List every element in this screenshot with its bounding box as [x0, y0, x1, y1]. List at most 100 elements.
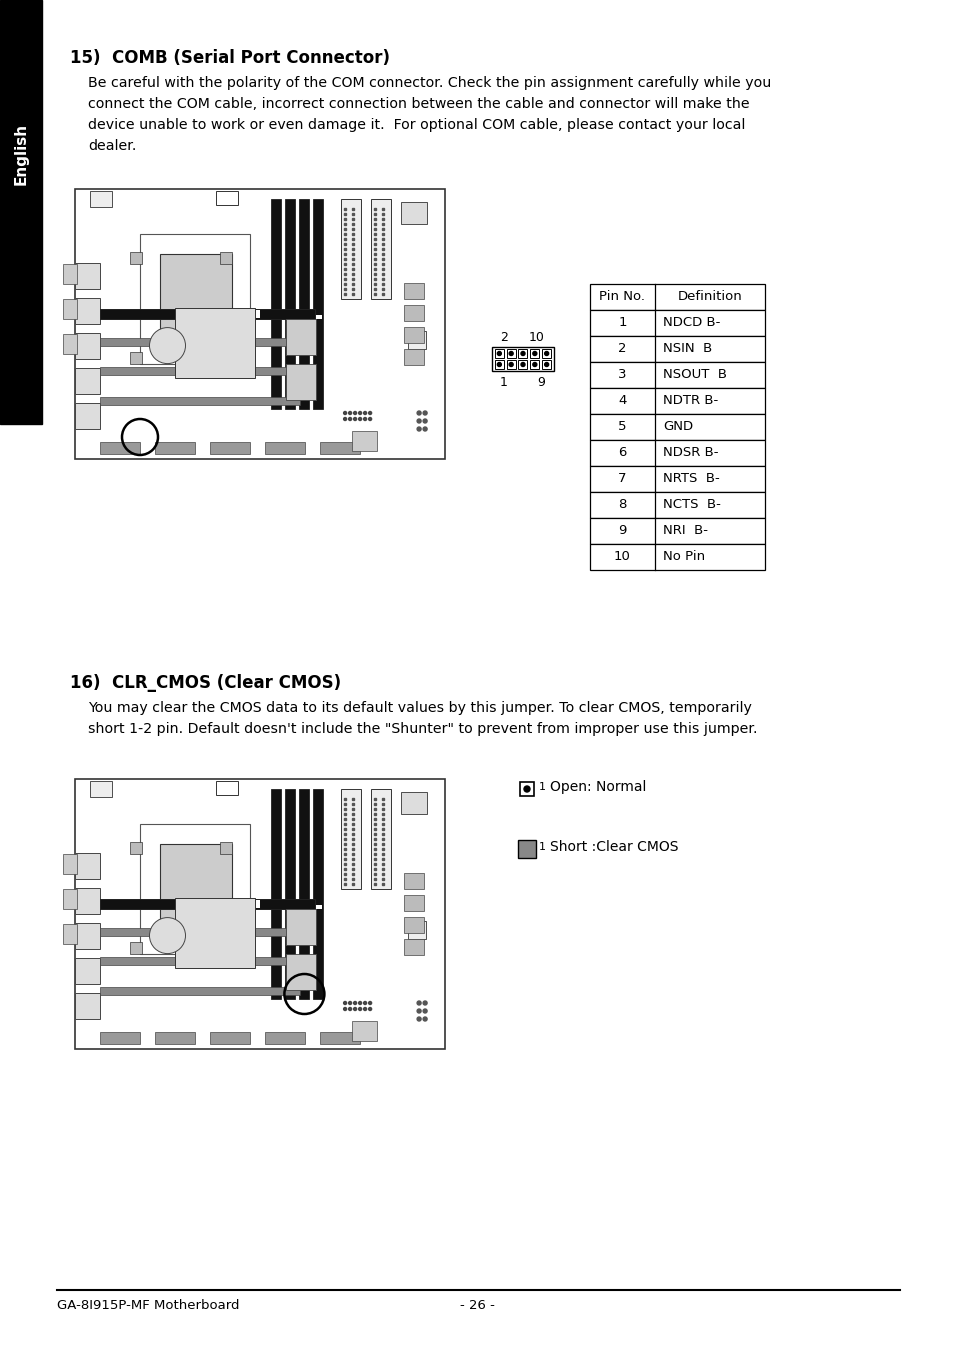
- Circle shape: [348, 1002, 352, 1005]
- Bar: [75, 333, 100, 359]
- Bar: [286, 909, 315, 945]
- Bar: [100, 1032, 140, 1044]
- Circle shape: [363, 412, 366, 414]
- Bar: [154, 441, 194, 454]
- Bar: [271, 199, 281, 409]
- Circle shape: [348, 417, 352, 421]
- Text: NRTS  B-: NRTS B-: [662, 473, 719, 486]
- Text: 5: 5: [618, 421, 626, 433]
- Circle shape: [368, 1007, 372, 1010]
- Circle shape: [358, 1002, 361, 1005]
- Bar: [100, 987, 299, 995]
- Bar: [495, 360, 503, 370]
- Bar: [400, 202, 426, 223]
- Bar: [0, 0, 42, 424]
- Text: GA-8I915P-MF Motherboard: GA-8I915P-MF Motherboard: [57, 1298, 239, 1312]
- Bar: [100, 367, 299, 375]
- Circle shape: [423, 412, 427, 414]
- Circle shape: [520, 352, 524, 356]
- Bar: [220, 842, 232, 854]
- Bar: [299, 789, 309, 999]
- Bar: [404, 895, 424, 910]
- Bar: [506, 349, 516, 357]
- Bar: [589, 492, 764, 519]
- Circle shape: [354, 417, 356, 421]
- Bar: [100, 337, 299, 345]
- Bar: [314, 904, 322, 909]
- Circle shape: [423, 1009, 427, 1013]
- Bar: [352, 1021, 377, 1041]
- Bar: [589, 389, 764, 414]
- Bar: [341, 789, 361, 890]
- Circle shape: [497, 363, 501, 367]
- Circle shape: [533, 363, 537, 367]
- Bar: [517, 839, 536, 858]
- Bar: [341, 199, 361, 299]
- Circle shape: [343, 417, 346, 421]
- Text: Open: Normal: Open: Normal: [550, 780, 646, 793]
- Bar: [75, 992, 100, 1020]
- Bar: [589, 466, 764, 492]
- Circle shape: [343, 412, 346, 414]
- Bar: [100, 397, 299, 405]
- Bar: [210, 1032, 250, 1044]
- Bar: [75, 263, 100, 288]
- Text: NDTR B-: NDTR B-: [662, 394, 718, 408]
- Bar: [319, 1032, 359, 1044]
- Bar: [589, 284, 764, 310]
- Circle shape: [354, 1007, 356, 1010]
- Circle shape: [348, 412, 352, 414]
- Bar: [130, 252, 142, 264]
- Bar: [220, 942, 232, 955]
- Bar: [589, 336, 764, 362]
- Text: 9: 9: [537, 376, 544, 389]
- Circle shape: [423, 1001, 427, 1005]
- Text: 4: 4: [618, 394, 626, 408]
- Bar: [75, 368, 100, 394]
- Bar: [100, 441, 140, 454]
- Bar: [174, 898, 254, 968]
- Circle shape: [416, 412, 420, 414]
- Circle shape: [423, 418, 427, 422]
- Bar: [286, 315, 294, 320]
- Circle shape: [509, 363, 513, 367]
- Text: Be careful with the polarity of the COM connector. Check the pin assignment care: Be careful with the polarity of the COM …: [88, 76, 770, 153]
- Bar: [286, 904, 294, 909]
- Bar: [140, 825, 250, 955]
- Text: Definition: Definition: [677, 291, 741, 303]
- Circle shape: [509, 352, 513, 356]
- Text: You may clear the CMOS data to its default values by this jumper. To clear CMOS,: You may clear the CMOS data to its defau…: [88, 701, 757, 737]
- Bar: [63, 854, 77, 873]
- Circle shape: [343, 1002, 346, 1005]
- Bar: [265, 1032, 305, 1044]
- Bar: [160, 844, 232, 940]
- Bar: [518, 360, 527, 370]
- Bar: [286, 953, 315, 990]
- Bar: [63, 334, 77, 353]
- Circle shape: [416, 1017, 420, 1021]
- Text: 16)  CLR_CMOS (Clear CMOS): 16) CLR_CMOS (Clear CMOS): [70, 674, 341, 692]
- Text: 10: 10: [529, 330, 544, 344]
- Bar: [220, 252, 232, 264]
- Text: 6: 6: [618, 447, 626, 459]
- Text: No Pin: No Pin: [662, 551, 704, 563]
- Bar: [100, 957, 299, 965]
- Circle shape: [354, 1002, 356, 1005]
- Text: 15)  COMB (Serial Port Connector): 15) COMB (Serial Port Connector): [70, 49, 390, 66]
- Circle shape: [363, 417, 366, 421]
- Bar: [75, 853, 100, 879]
- Bar: [272, 904, 280, 909]
- Bar: [75, 923, 100, 949]
- Text: NDCD B-: NDCD B-: [662, 317, 720, 329]
- Bar: [248, 899, 260, 907]
- Circle shape: [368, 412, 372, 414]
- Bar: [492, 347, 554, 371]
- Bar: [589, 362, 764, 389]
- Bar: [210, 441, 250, 454]
- Circle shape: [354, 412, 356, 414]
- Text: NSOUT  B: NSOUT B: [662, 368, 726, 382]
- Bar: [265, 441, 305, 454]
- Bar: [519, 842, 534, 856]
- Bar: [75, 888, 100, 914]
- Bar: [160, 255, 232, 349]
